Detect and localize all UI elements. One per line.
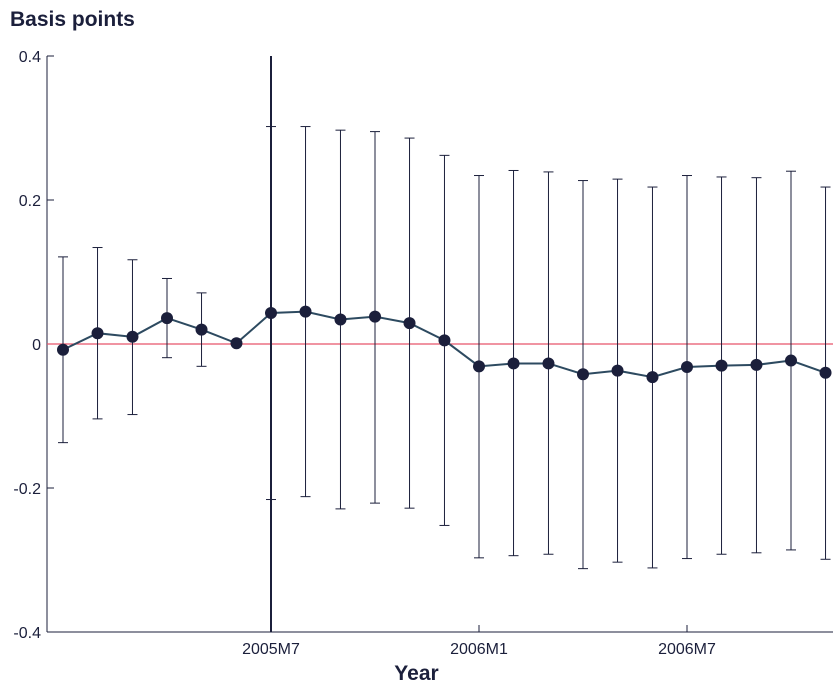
data-point bbox=[542, 357, 555, 370]
x-tick-label: 2006M1 bbox=[450, 641, 508, 658]
data-point bbox=[299, 305, 312, 318]
y-tick-label: 0.4 bbox=[19, 49, 41, 66]
data-point bbox=[195, 323, 208, 336]
data-point bbox=[265, 307, 277, 320]
x-tick-label: 2005M7 bbox=[242, 641, 300, 658]
data-point bbox=[507, 357, 520, 370]
data-point bbox=[646, 371, 659, 384]
data-point bbox=[161, 312, 173, 325]
y-tick-label: -0.2 bbox=[13, 481, 41, 498]
data-point bbox=[403, 317, 416, 330]
x-axis-title: Year bbox=[394, 662, 439, 685]
data-point bbox=[785, 354, 797, 367]
data-point bbox=[819, 366, 832, 379]
data-point bbox=[750, 358, 763, 371]
data-point bbox=[681, 361, 693, 374]
data-point bbox=[57, 343, 69, 356]
x-tick-label: 2006M7 bbox=[658, 641, 716, 658]
data-point bbox=[126, 330, 139, 343]
data-point bbox=[715, 359, 728, 372]
data-point bbox=[473, 360, 485, 373]
data-point bbox=[369, 310, 381, 323]
y-axis-title: Basis points bbox=[10, 8, 135, 31]
y-tick-label: 0.2 bbox=[19, 193, 41, 210]
y-tick-label: -0.4 bbox=[13, 625, 41, 642]
data-point bbox=[334, 313, 347, 326]
data-point bbox=[230, 337, 243, 350]
data-point bbox=[91, 327, 104, 340]
data-point bbox=[611, 364, 624, 377]
data-point bbox=[577, 368, 589, 381]
data-point bbox=[438, 334, 451, 347]
y-tick-label: 0 bbox=[32, 337, 41, 354]
